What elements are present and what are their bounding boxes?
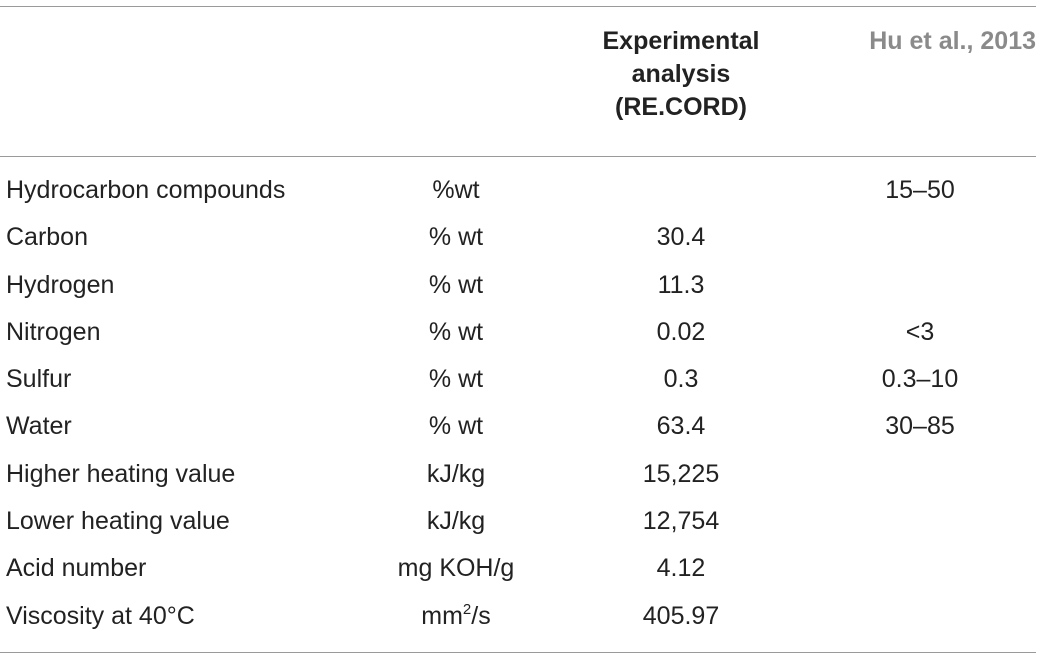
reference-cell: 0.3–10: [881, 365, 959, 394]
table-top-rule: [0, 6, 1036, 7]
header-line: analysis: [631, 60, 731, 88]
unit-cell: %wt: [432, 176, 480, 204]
header-line: Experimental: [602, 27, 760, 55]
property-cell: Acid number: [6, 554, 147, 583]
unit-cell: % wt: [428, 317, 484, 346]
property-cell: Water: [6, 412, 72, 441]
column-header-experimental: Experimental analysis (RE.CORD): [570, 25, 792, 124]
table-header-rule: [0, 156, 1036, 157]
experimental-cell: 405.97: [642, 601, 720, 630]
unit-cell: mg KOH/g: [397, 554, 515, 583]
header-line: (RE.CORD): [615, 93, 747, 121]
unit-cell: % wt: [428, 412, 484, 441]
table-row: Higher heating value kJ/kg 15,225: [0, 451, 1040, 498]
column-header-reference: Hu et al., 2013: [869, 27, 1036, 55]
reference-cell: 30–85: [885, 412, 955, 441]
experimental-cell: 63.4: [656, 412, 706, 441]
unit-base: mm: [421, 601, 463, 630]
table-row: Sulfur % wt 0.3 0.3–10: [0, 356, 1040, 403]
unit-cell: % wt: [428, 223, 484, 252]
unit-cell: kJ/kg: [426, 459, 486, 488]
property-cell: Lower heating value: [6, 507, 230, 536]
unit-cell: % wt: [428, 365, 484, 394]
property-cell: Sulfur: [6, 365, 72, 394]
table-row: Carbon % wt 30.4: [0, 214, 1040, 261]
reference-cell: <3: [905, 317, 935, 346]
experimental-cell: 15,225: [642, 459, 720, 488]
experimental-cell: 0.3: [663, 365, 699, 394]
table-row: Lower heating value kJ/kg 12,754: [0, 498, 1040, 545]
property-cell: Hydrocarbon compounds: [6, 176, 286, 204]
reference-cell: 15–50: [885, 176, 955, 204]
unit-cell: % wt: [428, 270, 484, 299]
table-row: Nitrogen % wt 0.02 <3: [0, 309, 1040, 356]
table-row: Acid number mg KOH/g 4.12: [0, 545, 1040, 592]
experimental-cell: 12,754: [642, 507, 720, 536]
unit-cell: mm2/s: [344, 593, 568, 643]
table-body: Hydrocarbon compounds %wt 15–50 Carbon %…: [0, 167, 1040, 640]
experimental-cell: 4.12: [656, 554, 706, 583]
table-row: Hydrocarbon compounds %wt 15–50: [0, 167, 1040, 214]
table-row: Water % wt 63.4 30–85: [0, 403, 1040, 450]
table-row: Hydrogen % wt 11.3: [0, 262, 1040, 309]
unit-tail: /s: [471, 601, 491, 630]
unit-superscript: 2: [462, 600, 472, 618]
table-row: Viscosity at 40°C mm2/s 405.97: [0, 593, 1040, 640]
property-cell: Higher heating value: [6, 459, 236, 488]
experimental-cell: 0.02: [656, 317, 706, 346]
property-cell: Hydrogen: [6, 270, 115, 299]
property-cell: Viscosity at 40°C: [6, 601, 195, 630]
unit-cell: kJ/kg: [426, 507, 486, 536]
table-bottom-rule: [0, 652, 1036, 653]
experimental-cell: 30.4: [656, 223, 706, 252]
property-cell: Carbon: [6, 223, 88, 252]
experimental-cell: 11.3: [657, 270, 705, 299]
property-cell: Nitrogen: [6, 317, 101, 346]
